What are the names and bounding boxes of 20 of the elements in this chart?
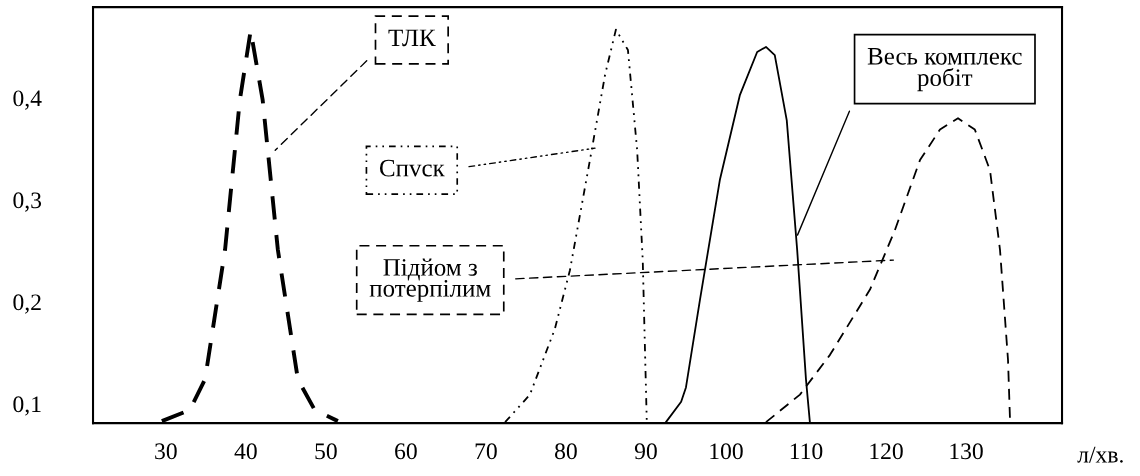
x-tick-label: 130 [950, 443, 983, 460]
y-tick-label: 0,1 [13, 396, 41, 416]
x-tick-label: 70 [475, 443, 497, 460]
x-tick-label: 80 [555, 443, 577, 460]
x-tick-label: 120 [870, 443, 903, 460]
text: Спvск [379, 159, 445, 177]
x-axis-title: л/хв. [1077, 446, 1123, 463]
x-tick-label: 110 [790, 443, 823, 460]
x-tick-label: 60 [395, 443, 417, 460]
x-tick-label: 50 [315, 443, 337, 460]
y-tick-label: 0,3 [13, 192, 42, 212]
x-tick-label: 90 [634, 443, 657, 460]
text: Підйом з потерпілим [369, 258, 491, 302]
text: ТЛК [388, 29, 436, 47]
x-tick-label: 40 [234, 443, 257, 460]
y-tick-label: 0,4 [13, 90, 42, 110]
text: Весь комплекс робіт [867, 48, 1022, 92]
y-tick-label: 0,2 [13, 294, 41, 314]
x-tick-label: 100 [710, 443, 743, 460]
x-tick-label: 30 [155, 443, 177, 460]
